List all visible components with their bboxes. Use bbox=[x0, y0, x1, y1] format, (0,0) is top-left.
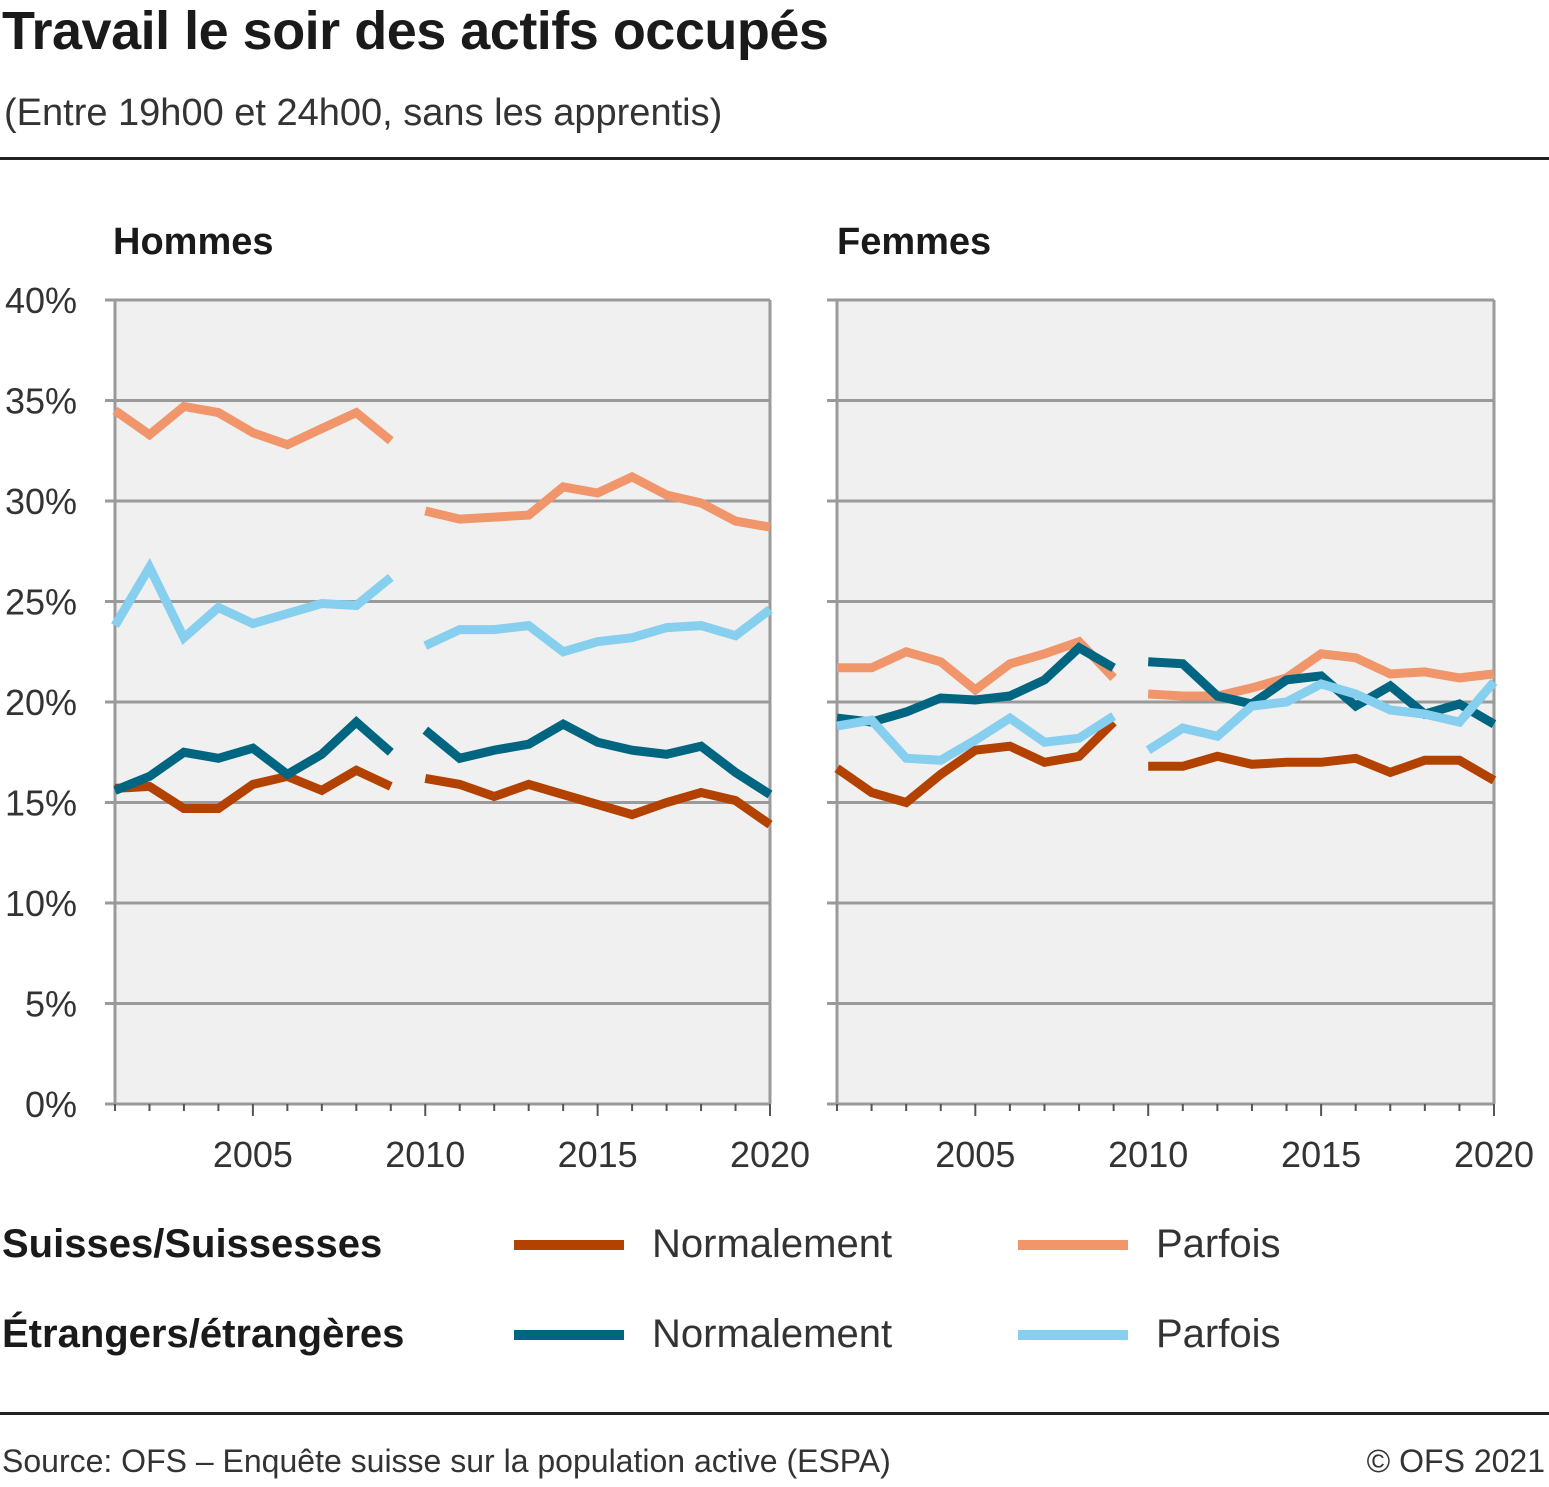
legend-label-suisses-normalement: Normalement bbox=[652, 1222, 893, 1266]
x-tick-label: 2020 bbox=[1454, 1134, 1534, 1175]
y-tick-label: 30% bbox=[5, 481, 77, 522]
panel-hommes: Hommes 0% 5% 10% 15% 20% 25% 30% 35% 40% 2005 2010 2… bbox=[5, 221, 810, 1175]
x-tick-label: 2015 bbox=[1281, 1134, 1361, 1175]
series-line-1-segment-0 bbox=[837, 636, 1117, 696]
panel-femmes: Femmes 2005 2010 2015 2020 bbox=[827, 221, 1534, 1175]
series-line-1-segment-0 bbox=[112, 401, 394, 450]
legend-label-etrangers-normalement: Normalement bbox=[652, 1312, 893, 1356]
series-line-3-segment-1 bbox=[1145, 678, 1498, 754]
source-note: Source: OFS – Enquête suisse sur la popu… bbox=[2, 1443, 891, 1479]
y-tick-label: 0% bbox=[25, 1084, 77, 1125]
x-tick-label: 2020 bbox=[730, 1134, 810, 1175]
x-tick-label: 2005 bbox=[935, 1134, 1015, 1175]
series-line-2-segment-1 bbox=[422, 718, 773, 799]
legend-label-suisses-parfois: Parfois bbox=[1156, 1222, 1281, 1266]
y-tick-label: 10% bbox=[5, 883, 77, 924]
y-tick-label: 15% bbox=[5, 783, 77, 824]
series-line-0-segment-1 bbox=[1148, 751, 1497, 785]
y-tick-label: 20% bbox=[5, 682, 77, 723]
legend-label-etrangers-parfois: Parfois bbox=[1156, 1312, 1281, 1356]
chart-title: Travail le soir des actifs occupés bbox=[2, 1, 829, 61]
series-line-3-segment-0 bbox=[111, 557, 394, 645]
legend-swatch-etrangers-parfois bbox=[1018, 1330, 1128, 1340]
series-line-2-segment-0 bbox=[113, 716, 394, 795]
y-tick-label: 35% bbox=[5, 381, 77, 422]
series-line-3-segment-0 bbox=[836, 712, 1117, 765]
series-line-0-segment-0 bbox=[114, 765, 393, 813]
x-tick-label: 2005 bbox=[213, 1134, 293, 1175]
chart-subtitle: (Entre 19h00 et 24h00, sans les apprenti… bbox=[4, 92, 723, 134]
panel-title: Hommes bbox=[113, 221, 274, 263]
legend-swatch-suisses-normalement bbox=[514, 1240, 624, 1250]
series-line-1-segment-1 bbox=[1147, 649, 1495, 701]
series-line-2-segment-0 bbox=[836, 642, 1116, 727]
series-line-3-segment-1 bbox=[423, 605, 773, 657]
legend-swatch-suisses-parfois bbox=[1018, 1240, 1128, 1250]
x-tick-label: 2010 bbox=[385, 1134, 465, 1175]
chart-canvas: Hommes 0% 5% 10% 15% 20% 25% 30% 35% 40% 2005 2010 2… bbox=[5, 221, 1534, 1175]
legend-swatch-etrangers-normalement bbox=[514, 1330, 624, 1340]
y-tick-label: 5% bbox=[25, 984, 77, 1025]
legend-group-suisses: Suisses/Suissesses bbox=[2, 1222, 383, 1266]
top-divider bbox=[0, 157, 1549, 160]
copyright-note: © OFS 2021 bbox=[1366, 1443, 1545, 1479]
bottom-divider bbox=[0, 1412, 1549, 1415]
y-tick-label: 40% bbox=[5, 280, 77, 321]
series-line-0-segment-0 bbox=[834, 718, 1117, 808]
series-line-0-segment-1 bbox=[424, 773, 773, 829]
panel-title: Femmes bbox=[837, 221, 991, 263]
series-line-2-segment-1 bbox=[1147, 657, 1497, 728]
y-tick-label: 25% bbox=[5, 582, 77, 623]
x-tick-label: 2015 bbox=[558, 1134, 638, 1175]
legend-group-etrangers: Étrangers/étrangères bbox=[2, 1312, 405, 1356]
x-tick-label: 2010 bbox=[1108, 1134, 1188, 1175]
series-line-1-segment-1 bbox=[424, 471, 771, 532]
